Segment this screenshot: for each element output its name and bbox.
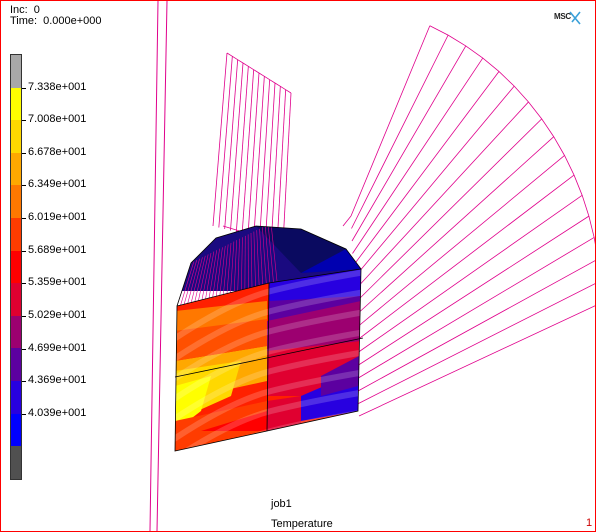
time-label: Time: bbox=[10, 15, 38, 27]
legend-tick-label: 4.039e+001 bbox=[28, 406, 87, 419]
legend-tick bbox=[22, 381, 26, 383]
legend-tick-label: 7.338e+001 bbox=[28, 80, 87, 93]
time-readout: Time: 0.000e+000 bbox=[10, 15, 102, 27]
legend-tick bbox=[22, 348, 26, 350]
legend-tick bbox=[22, 120, 26, 122]
legend-tick bbox=[22, 185, 26, 187]
legend-tick-label: 6.349e+001 bbox=[28, 178, 87, 191]
element-edges bbox=[174, 282, 364, 432]
wire-fan-right bbox=[342, 25, 595, 417]
logo-swoosh-icon bbox=[569, 11, 581, 25]
time-value: 0.000e+000 bbox=[43, 15, 102, 27]
legend-tick-label: 7.008e+001 bbox=[28, 113, 87, 126]
legend-tick-label: 5.359e+001 bbox=[28, 276, 87, 289]
model-front-face bbox=[175, 269, 361, 451]
legend-swatch bbox=[11, 250, 21, 284]
legend-swatch bbox=[11, 152, 21, 186]
color-legend-bar bbox=[10, 54, 22, 480]
result-name: Temperature bbox=[271, 518, 333, 530]
wire-fan-upper bbox=[212, 52, 292, 245]
legend-tick bbox=[22, 315, 26, 317]
legend-swatch bbox=[11, 315, 21, 349]
increment-readout: Inc: 0 bbox=[10, 4, 40, 16]
logo-text: MSC bbox=[554, 12, 571, 21]
mesh-edge-left bbox=[149, 1, 168, 531]
legend-tick bbox=[22, 218, 26, 220]
legend-swatch bbox=[11, 381, 21, 414]
legend-tick-label: 6.678e+001 bbox=[28, 145, 87, 158]
legend-swatch bbox=[11, 348, 21, 382]
legend-tick bbox=[22, 250, 26, 252]
legend-tick bbox=[22, 283, 26, 285]
legend-swatch bbox=[11, 413, 21, 447]
legend-swatch bbox=[11, 283, 21, 316]
legend-swatch bbox=[11, 55, 21, 88]
legend-swatch bbox=[11, 120, 21, 153]
legend-tick-label: 4.699e+001 bbox=[28, 341, 87, 354]
msc-logo: MSC bbox=[554, 10, 584, 26]
legend-swatch bbox=[11, 218, 21, 251]
legend-tick-label: 4.369e+001 bbox=[28, 374, 87, 387]
legend-tick-label: 5.689e+001 bbox=[28, 243, 87, 256]
legend-swatch bbox=[11, 446, 21, 479]
job-name: job1 bbox=[271, 498, 292, 510]
inc-label: Inc: bbox=[10, 4, 28, 16]
viewport-index: 1 bbox=[586, 517, 593, 529]
legend-swatch bbox=[11, 87, 21, 121]
legend-tick bbox=[22, 87, 26, 89]
legend-tick bbox=[22, 152, 26, 154]
legend-tick bbox=[22, 413, 26, 415]
legend-tick-label: 5.029e+001 bbox=[28, 308, 87, 321]
legend-swatch bbox=[11, 185, 21, 219]
legend-tick-label: 6.019e+001 bbox=[28, 211, 87, 224]
inc-value: 0 bbox=[33, 4, 40, 16]
